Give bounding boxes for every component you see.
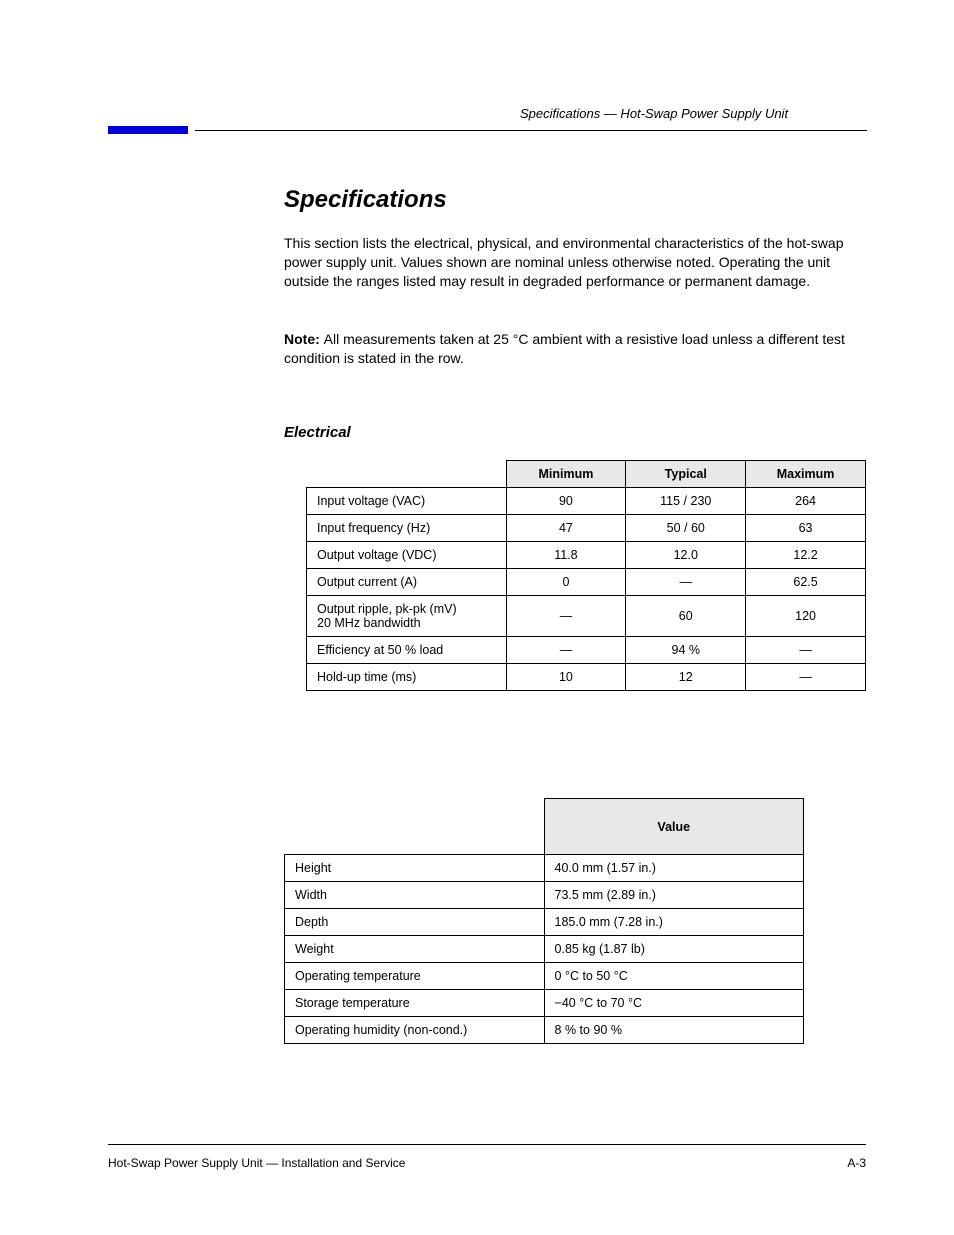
cell: 47 bbox=[506, 515, 626, 542]
intro-paragraph: This section lists the electrical, physi… bbox=[284, 234, 864, 291]
table-row: Output voltage (VDC) 11.8 12.0 12.2 bbox=[307, 542, 866, 569]
cell: — bbox=[746, 664, 866, 691]
table-row: Efficiency at 50 % load — 94 % — bbox=[307, 637, 866, 664]
table-row: Storage temperature −40 °C to 70 °C bbox=[285, 990, 804, 1017]
cell: 73.5 mm (2.89 in.) bbox=[544, 882, 803, 909]
table-row: Depth 185.0 mm (7.28 in.) bbox=[285, 909, 804, 936]
cell: 0 bbox=[506, 569, 626, 596]
row-label: Width bbox=[285, 882, 545, 909]
table-row: Output ripple, pk-pk (mV) 20 MHz bandwid… bbox=[307, 596, 866, 637]
cell: 40.0 mm (1.57 in.) bbox=[544, 855, 803, 882]
col-header: Minimum bbox=[506, 461, 626, 488]
row-label: Operating temperature bbox=[285, 963, 545, 990]
note-text: All measurements taken at 25 °C ambient … bbox=[284, 331, 845, 366]
row-label: Output ripple, pk-pk (mV) 20 MHz bandwid… bbox=[307, 596, 507, 637]
cell: −40 °C to 70 °C bbox=[544, 990, 803, 1017]
physical-env-table: Value Height 40.0 mm (1.57 in.) Width 73… bbox=[284, 798, 804, 1044]
section-title: Specifications bbox=[284, 186, 447, 214]
cell: 94 % bbox=[626, 637, 746, 664]
row-label: Input frequency (Hz) bbox=[307, 515, 507, 542]
cell: 62.5 bbox=[746, 569, 866, 596]
cell: 0 °C to 50 °C bbox=[544, 963, 803, 990]
table-row: Operating humidity (non-cond.) 8 % to 90… bbox=[285, 1017, 804, 1044]
footer-page-number: A-3 bbox=[847, 1156, 866, 1170]
table-row: Weight 0.85 kg (1.87 lb) bbox=[285, 936, 804, 963]
cell: 185.0 mm (7.28 in.) bbox=[544, 909, 803, 936]
row-label: Weight bbox=[285, 936, 545, 963]
cell: 11.8 bbox=[506, 542, 626, 569]
cell: 8 % to 90 % bbox=[544, 1017, 803, 1044]
cell: — bbox=[506, 596, 626, 637]
table1-heading: Electrical bbox=[284, 424, 351, 441]
table-corner-blank bbox=[307, 461, 507, 488]
header-accent-bar bbox=[108, 126, 188, 134]
cell: — bbox=[746, 637, 866, 664]
note-paragraph: Note: All measurements taken at 25 °C am… bbox=[284, 330, 864, 368]
cell: 10 bbox=[506, 664, 626, 691]
row-label: Output current (A) bbox=[307, 569, 507, 596]
table-row: Input frequency (Hz) 47 50 / 60 63 bbox=[307, 515, 866, 542]
row-label: Operating humidity (non-cond.) bbox=[285, 1017, 545, 1044]
row-label: Depth bbox=[285, 909, 545, 936]
cell: 120 bbox=[746, 596, 866, 637]
row-label: Efficiency at 50 % load bbox=[307, 637, 507, 664]
table-row: Width 73.5 mm (2.89 in.) bbox=[285, 882, 804, 909]
cell: — bbox=[506, 637, 626, 664]
cell: 90 bbox=[506, 488, 626, 515]
row-label: Hold-up time (ms) bbox=[307, 664, 507, 691]
table-row: Operating temperature 0 °C to 50 °C bbox=[285, 963, 804, 990]
row-label: Input voltage (VAC) bbox=[307, 488, 507, 515]
footer-left: Hot-Swap Power Supply Unit — Installatio… bbox=[108, 1156, 405, 1170]
cell: 63 bbox=[746, 515, 866, 542]
cell: 60 bbox=[626, 596, 746, 637]
cell: 264 bbox=[746, 488, 866, 515]
table-header-row: Value bbox=[285, 799, 804, 855]
cell: 12.0 bbox=[626, 542, 746, 569]
cell: — bbox=[626, 569, 746, 596]
cell: 115 / 230 bbox=[626, 488, 746, 515]
cell: 50 / 60 bbox=[626, 515, 746, 542]
cell: 12.2 bbox=[746, 542, 866, 569]
footer-rule bbox=[108, 1144, 866, 1145]
note-label: Note: bbox=[284, 331, 324, 347]
table-row: Height 40.0 mm (1.57 in.) bbox=[285, 855, 804, 882]
table-row: Output current (A) 0 — 62.5 bbox=[307, 569, 866, 596]
col-header: Value bbox=[544, 799, 803, 855]
running-header: Specifications — Hot-Swap Power Supply U… bbox=[520, 106, 788, 121]
header-rule bbox=[195, 130, 867, 131]
col-header: Maximum bbox=[746, 461, 866, 488]
row-label: Height bbox=[285, 855, 545, 882]
row-label: Storage temperature bbox=[285, 990, 545, 1017]
cell: 0.85 kg (1.87 lb) bbox=[544, 936, 803, 963]
table-header-row: Minimum Typical Maximum bbox=[307, 461, 866, 488]
row-label: Output voltage (VDC) bbox=[307, 542, 507, 569]
col-header: Typical bbox=[626, 461, 746, 488]
table-row: Hold-up time (ms) 10 12 — bbox=[307, 664, 866, 691]
table-corner-blank bbox=[285, 799, 545, 855]
electrical-table: Minimum Typical Maximum Input voltage (V… bbox=[306, 460, 866, 691]
cell: 12 bbox=[626, 664, 746, 691]
table-row: Input voltage (VAC) 90 115 / 230 264 bbox=[307, 488, 866, 515]
